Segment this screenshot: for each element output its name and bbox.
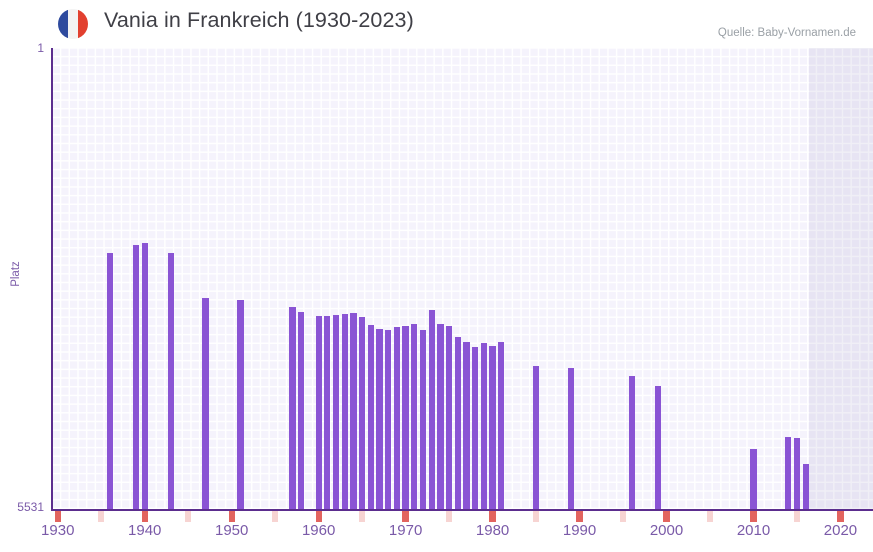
bar	[202, 298, 209, 510]
bar-series	[52, 48, 873, 510]
bar	[463, 342, 470, 510]
tick-major	[402, 511, 409, 522]
tick-minor	[359, 511, 366, 522]
bar	[628, 376, 635, 510]
tick-minor	[706, 511, 714, 522]
x-axis-label: 2010	[736, 522, 771, 539]
tick-minor	[272, 511, 279, 522]
y-axis-bottom-label: 5531	[17, 500, 44, 514]
x-axis-labels: 1930 1940 1950 1960 1970 1980 1990 2000 2010 2020	[0, 522, 873, 544]
tick-major	[576, 511, 583, 522]
x-axis-label: 1980	[475, 522, 510, 539]
tick-major	[750, 511, 757, 522]
bar	[106, 253, 114, 510]
bar	[419, 329, 427, 510]
tick-major	[141, 511, 148, 522]
flag-france-icon	[58, 9, 88, 39]
y-axis-title: Platz	[10, 261, 22, 287]
source-credit: Quelle: Baby-Vornamen.de	[717, 27, 856, 39]
bar	[167, 253, 174, 510]
bar	[359, 317, 366, 510]
bar	[454, 337, 461, 510]
bar	[132, 244, 140, 510]
bar	[489, 345, 496, 510]
x-axis-label: 1950	[214, 522, 249, 539]
bar	[445, 325, 453, 510]
y-axis-line	[51, 48, 53, 511]
bar	[802, 464, 809, 510]
tick-major	[663, 511, 670, 522]
bar	[480, 343, 487, 510]
tick-major	[228, 511, 235, 522]
x-axis-label: 1990	[562, 522, 597, 539]
bar	[141, 242, 148, 510]
bar	[350, 312, 357, 510]
bar	[298, 312, 305, 510]
chart-header: Vania in Frankreich (1930-2023) Quelle: …	[0, 0, 873, 48]
x-axis-label: 2020	[823, 522, 858, 539]
tick-major	[315, 511, 322, 522]
bar	[237, 299, 244, 510]
grid-lines	[52, 48, 873, 510]
bar	[428, 310, 435, 510]
bar	[402, 325, 409, 510]
bar	[785, 436, 792, 510]
plot-area	[52, 48, 873, 510]
tick-minor	[445, 511, 453, 522]
x-axis-line	[51, 509, 873, 511]
tick-minor	[98, 511, 105, 522]
x-axis-label: 2000	[649, 522, 684, 539]
x-axis-label: 1940	[128, 522, 162, 539]
bar	[324, 316, 331, 510]
y-axis-top-label: 1	[37, 41, 44, 55]
bar	[437, 323, 444, 510]
bar	[376, 328, 383, 510]
tick-minor	[185, 511, 192, 522]
bar	[411, 323, 418, 510]
bar	[315, 315, 322, 510]
bar	[532, 366, 540, 510]
bar	[341, 313, 348, 510]
page-title: Vania in Frankreich (1930-2023)	[104, 8, 414, 32]
x-axis-label: 1930	[41, 522, 75, 539]
bar	[472, 347, 479, 510]
x-axis-label: 1960	[301, 522, 336, 539]
tick-major	[489, 511, 496, 522]
bar	[567, 368, 574, 510]
bar	[793, 438, 801, 510]
bar	[654, 385, 661, 510]
bar	[498, 342, 505, 510]
bar	[289, 306, 296, 510]
bar	[393, 327, 401, 510]
tick-major	[54, 511, 61, 522]
bar	[385, 329, 392, 510]
bar	[750, 448, 757, 510]
tick-minor	[793, 511, 801, 522]
bar	[332, 314, 340, 510]
tick-major	[837, 511, 844, 522]
tick-minor	[619, 511, 627, 522]
tick-minor	[532, 511, 540, 522]
x-axis-label: 1970	[388, 522, 423, 539]
bar	[367, 324, 374, 510]
x-axis-tick-marks	[52, 511, 873, 522]
